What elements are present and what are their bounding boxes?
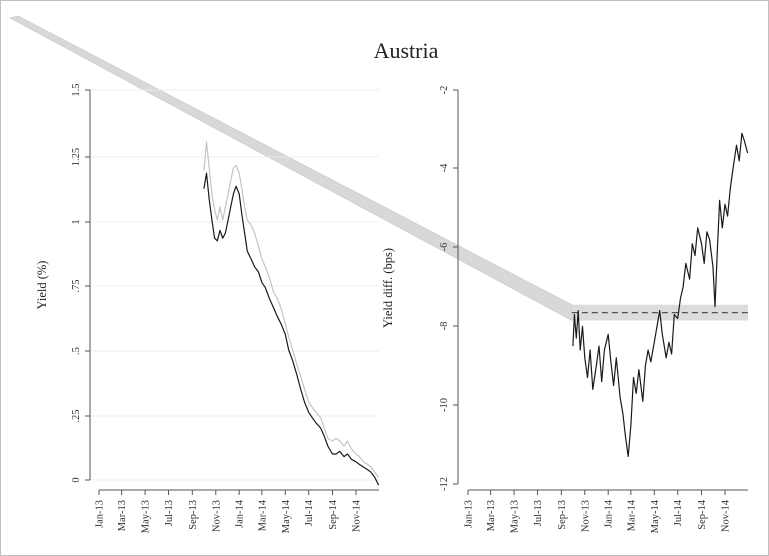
connector-wedge <box>9 15 573 321</box>
y-tick-label: .5 <box>71 347 82 355</box>
x-tick-label: Jan-13 <box>95 500 106 528</box>
y-tick-label: 0 <box>71 477 82 482</box>
x-tick-label: Mar-13 <box>117 500 128 531</box>
x-tick-label: Sep-13 <box>188 500 199 530</box>
y-tick-label: 1.25 <box>71 148 82 166</box>
y-tick-label: -12 <box>439 477 450 491</box>
y-axis-label: Yield diff. (bps) <box>381 248 395 328</box>
y-tick-label: -6 <box>439 243 450 252</box>
x-tick-label: Nov-14 <box>720 499 731 532</box>
x-tick-label: Jan-14 <box>604 499 615 528</box>
figure-title: Austria <box>374 38 439 63</box>
x-tick-label: May-13 <box>141 500 152 533</box>
x-tick-label: Jan-13 <box>464 500 475 528</box>
y-axis-label: Yield (%) <box>35 261 49 310</box>
x-tick-label: Mar-13 <box>486 500 497 531</box>
x-tick-label: Sep-14 <box>328 499 339 529</box>
x-tick-label: Jul-14 <box>673 499 684 526</box>
right-panel: -2 -4 -6 -8 -10 -12 Yield diff. (bps) Jan-13 Mar… <box>381 86 749 533</box>
x-tick-label: Jul-13 <box>164 500 175 526</box>
x-tick-label: May-13 <box>510 500 521 533</box>
x-tick-label: Nov-13 <box>580 500 591 532</box>
y-tick-label: -2 <box>439 86 450 95</box>
x-tick-label: Jul-13 <box>533 500 544 526</box>
x-tick-label: Jul-14 <box>304 499 315 526</box>
y-tick-label: 1.5 <box>71 83 82 96</box>
x-tick-label: Sep-13 <box>557 500 568 530</box>
y-tick-label: 1 <box>71 219 82 224</box>
x-tick-label: Nov-14 <box>351 499 362 532</box>
y-tick-label: -4 <box>439 163 450 172</box>
x-tick-label: Jan-14 <box>235 499 246 528</box>
x-tick-label: May-14 <box>281 499 292 533</box>
y-tick-label: .75 <box>71 279 82 292</box>
series-line-1 <box>572 132 749 457</box>
left-panel: 0 .25 .5 .75 1 1.25 1.5 Yield (%) Jan-13 Mar-13 Ma… <box>35 83 380 533</box>
connector-layer <box>9 15 573 321</box>
x-tick-label: Mar-14 <box>257 499 268 531</box>
series-line-1 <box>203 141 380 478</box>
y-tick-label: -8 <box>439 322 450 331</box>
x-tick-label: Sep-14 <box>697 499 708 529</box>
x-tick-label: May-14 <box>650 499 661 533</box>
x-tick-label: Nov-13 <box>211 500 222 532</box>
series-line-2 <box>203 172 380 486</box>
y-tick-label: .25 <box>71 409 82 422</box>
y-tick-label: -10 <box>439 398 450 412</box>
x-tick-label: Mar-14 <box>626 499 637 531</box>
